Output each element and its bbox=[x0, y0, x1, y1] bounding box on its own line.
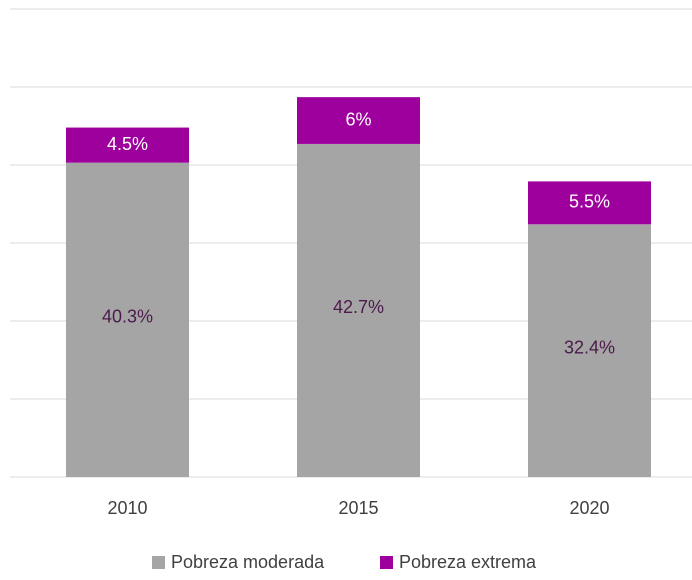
x-tick-label: 2010 bbox=[107, 498, 147, 518]
bar-segment bbox=[66, 162, 189, 477]
x-tick-label: 2020 bbox=[569, 498, 609, 518]
data-label: 40.3% bbox=[102, 307, 153, 327]
x-tick-label: 2015 bbox=[338, 498, 378, 518]
data-label: 4.5% bbox=[107, 134, 148, 154]
bar-segment bbox=[528, 181, 651, 225]
data-label: 6% bbox=[345, 109, 371, 129]
legend-swatch bbox=[380, 556, 393, 569]
legend-label: Pobreza moderada bbox=[171, 552, 325, 572]
bar-segment bbox=[297, 143, 420, 477]
bar-segment bbox=[297, 97, 420, 144]
bar-segment bbox=[66, 127, 189, 163]
data-label: 5.5% bbox=[569, 192, 610, 212]
bar-segment bbox=[528, 224, 651, 477]
legend-label: Pobreza extrema bbox=[399, 552, 537, 572]
data-label: 32.4% bbox=[564, 337, 615, 357]
legend-swatch bbox=[152, 556, 165, 569]
data-label: 42.7% bbox=[333, 297, 384, 317]
